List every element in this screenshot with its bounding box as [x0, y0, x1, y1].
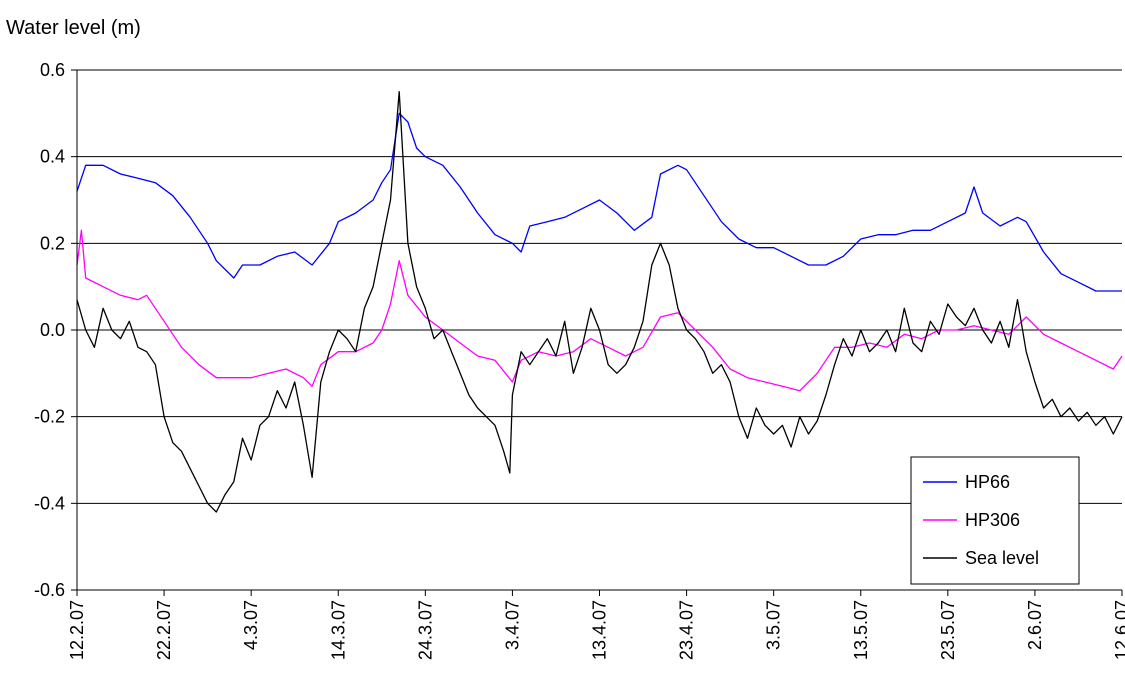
x-tick-label: 22.2.07 [154, 600, 174, 660]
legend: HP66 HP306 Sea level [910, 456, 1080, 585]
x-tick-label: 13.4.07 [590, 600, 610, 660]
x-tick-label: 23.5.07 [938, 600, 958, 660]
x-tick-label: 24.3.07 [415, 600, 435, 660]
x-tick-labels: 12.2.07 22.2.07 4.3.07 14.3.07 24.3.07 3.4.07… [67, 600, 1125, 660]
axes [71, 69, 1123, 596]
y-tick-label: -0.2 [34, 407, 65, 427]
series-line-hp306 [76, 229, 1123, 392]
x-tick-label: 13.5.07 [851, 600, 871, 660]
legend-label-sea-level: Sea level [965, 548, 1039, 568]
y-tick-label: 0.6 [40, 60, 65, 80]
y-tick-labels: 0.6 0.4 0.2 0.0 -0.2 -0.4 -0.6 [34, 60, 65, 600]
x-tick-label: 12.2.07 [67, 600, 87, 660]
legend-label-hp306: HP306 [965, 510, 1020, 530]
x-tick-label: 3.5.07 [764, 600, 784, 650]
x-tick-label: 12.6.07 [1112, 600, 1125, 660]
x-tick-label: 4.3.07 [241, 600, 261, 650]
y-tick-label: -0.4 [34, 493, 65, 513]
y-tick-label: -0.6 [34, 580, 65, 600]
y-tick-label: 0.2 [40, 233, 65, 253]
x-tick-label: 23.4.07 [677, 600, 697, 660]
series-line-hp66 [76, 112, 1122, 292]
series-lines [76, 91, 1123, 513]
y-tick-label: 0.4 [40, 147, 65, 167]
y-axis-title: Water level (m) [6, 17, 141, 39]
x-tick-label: 2.6.07 [1025, 600, 1045, 650]
series-line-sea-level [76, 91, 1123, 513]
grid-lines [77, 69, 1122, 504]
y-tick-label: 0.0 [40, 320, 65, 340]
x-tick-label: 3.4.07 [502, 600, 522, 650]
legend-label-hp66: HP66 [965, 472, 1010, 492]
x-tick-label: 14.3.07 [328, 600, 348, 660]
